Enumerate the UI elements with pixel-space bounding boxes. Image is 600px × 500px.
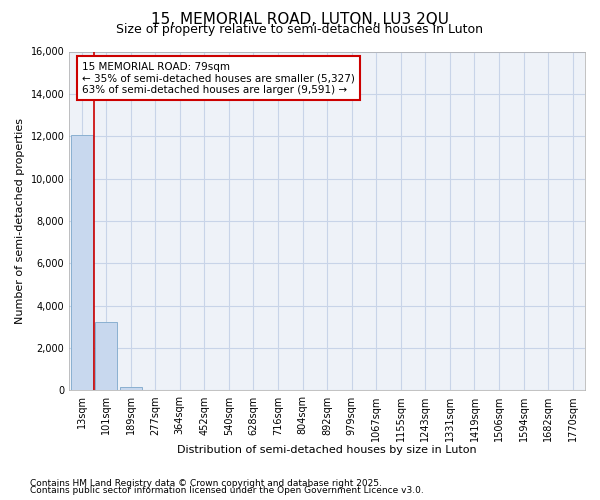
X-axis label: Distribution of semi-detached houses by size in Luton: Distribution of semi-detached houses by … [178, 445, 477, 455]
Bar [71, 135, 92, 390]
Bar [95, 322, 117, 390]
Bar [119, 388, 142, 390]
Text: 15, MEMORIAL ROAD, LUTON, LU3 2QU: 15, MEMORIAL ROAD, LUTON, LU3 2QU [151, 12, 449, 28]
Y-axis label: Number of semi-detached properties: Number of semi-detached properties [15, 118, 25, 324]
Text: 15 MEMORIAL ROAD: 79sqm
← 35% of semi-detached houses are smaller (5,327)
63% of: 15 MEMORIAL ROAD: 79sqm ← 35% of semi-de… [82, 62, 355, 95]
Text: Contains public sector information licensed under the Open Government Licence v3: Contains public sector information licen… [30, 486, 424, 495]
Text: Contains HM Land Registry data © Crown copyright and database right 2025.: Contains HM Land Registry data © Crown c… [30, 478, 382, 488]
Text: Size of property relative to semi-detached houses in Luton: Size of property relative to semi-detach… [116, 22, 484, 36]
